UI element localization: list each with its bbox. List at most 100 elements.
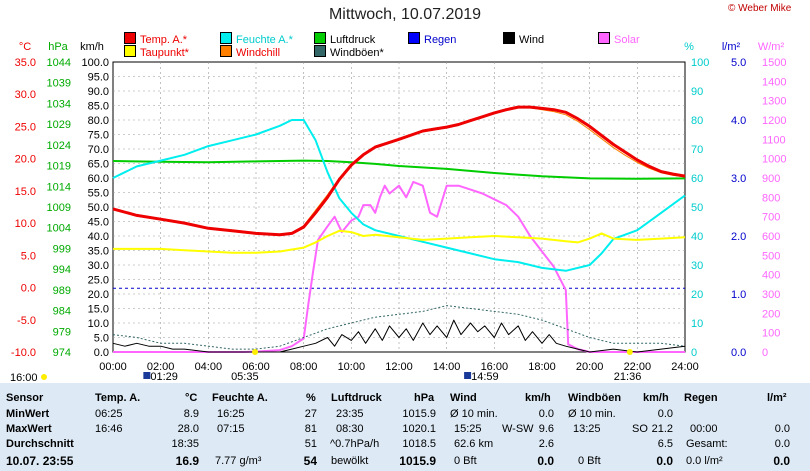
axis-tick-label-wind: 65.0 xyxy=(88,159,109,171)
stats-header-temp-unit: °C xyxy=(185,392,198,404)
stats-current-gust-bft: 0 Bft xyxy=(578,455,601,467)
stats-max-label: MaxWert xyxy=(6,423,52,435)
axis-tick-label-temp: -5.0 xyxy=(17,315,36,327)
legend-swatch-temp xyxy=(124,32,136,44)
stats-header-wind: Wind xyxy=(450,392,477,404)
x-tick-label: 04:00 xyxy=(195,361,223,373)
stats-current-rain-val: 0.0 xyxy=(773,454,790,468)
axis-tick-label-humidity: 30 xyxy=(691,260,703,272)
stats-current-hum-abs: 7.77 g/m³ xyxy=(215,455,262,467)
axis-tick-label-pressure: 1044 xyxy=(47,57,71,69)
axis-tick-label-humidity: 50 xyxy=(691,202,703,214)
axis-tick-label-humidity: 70 xyxy=(691,144,703,156)
axis-tick-label-wind: 95.0 xyxy=(88,72,109,84)
stats-max-wind-time: 15:25 xyxy=(454,423,482,435)
axis-tick-label-solar: 1500 xyxy=(762,57,786,69)
stats-min-wind-label: Ø 10 min. xyxy=(450,408,498,420)
axis-unit-solar: W/m² xyxy=(758,41,785,53)
axis-tick-label-pressure: 1019 xyxy=(47,161,71,173)
axis-tick-label-solar: 400 xyxy=(762,270,780,282)
series-line-windchill xyxy=(112,107,686,236)
sunset-icon xyxy=(626,349,633,355)
stats-max-rain-val: 0.0 xyxy=(774,423,790,435)
legend-item-windchill[interactable]: Windchill xyxy=(220,45,280,59)
legend-swatch-gusts xyxy=(314,45,326,57)
axis-tick-label-temp: 20.0 xyxy=(15,154,36,166)
temp-max-marker-icon xyxy=(464,372,472,379)
legend-item-rain[interactable]: Regen xyxy=(408,32,456,46)
legend-item-dewpoint[interactable]: Taupunkt* xyxy=(124,45,189,59)
x-tick-label: 22:00 xyxy=(624,361,652,373)
axis-tick-label-solar: 700 xyxy=(762,212,780,224)
axis-tick-label-wind: 45.0 xyxy=(88,217,109,229)
axis-tick-label-rain: 5.0 xyxy=(731,57,746,69)
stats-max-temp-time: 16:46 xyxy=(95,423,123,435)
legend-item-pressure[interactable]: Luftdruck xyxy=(314,32,375,46)
stats-min-press-time: 23:35 xyxy=(336,408,364,420)
axis-tick-label-humidity: 10 xyxy=(691,318,703,330)
axis-tick-label-rain: 2.0 xyxy=(731,231,746,243)
axis-tick-label-humidity: 60 xyxy=(691,173,703,185)
stats-max-gust-val: 21.2 xyxy=(651,423,673,435)
axis-tick-label-solar: 300 xyxy=(762,289,780,301)
axis-tick-label-wind: 20.0 xyxy=(88,289,109,301)
legend-swatch-humidity xyxy=(220,32,232,44)
stats-header-wind-unit: km/h xyxy=(525,392,551,404)
x-tick-label: 14:00 xyxy=(433,361,461,373)
stats-current-temp-val: 16.9 xyxy=(175,454,199,468)
axis-tick-label-solar: 900 xyxy=(762,173,780,185)
legend-label-wind: Wind xyxy=(519,34,545,46)
sunrise-label: 05:35 xyxy=(231,371,259,383)
stats-max-temp-val: 28.0 xyxy=(177,423,199,435)
axis-tick-label-temp: 30.0 xyxy=(15,89,36,101)
x-tick-label: 08:00 xyxy=(290,361,318,373)
x-tick-label: 18:00 xyxy=(528,361,556,373)
axis-tick-label-wind: 70.0 xyxy=(88,144,109,156)
axis-tick-label-pressure: 1024 xyxy=(47,140,71,152)
stats-header-gust-unit: km/h xyxy=(643,392,669,404)
axis-tick-label-rain: 4.0 xyxy=(731,115,746,127)
legend-item-temp[interactable]: Temp. A.* xyxy=(124,32,187,46)
stats-current-press-val: 1015.9 xyxy=(399,454,436,468)
axis-tick-label-humidity: 80 xyxy=(691,115,703,127)
legend-label-pressure: Luftdruck xyxy=(330,34,376,46)
legend-label-gusts: Windböen* xyxy=(330,47,384,59)
stats-avg-label: Durchschnitt xyxy=(6,438,74,450)
stats-current-wind-val: 0.0 xyxy=(537,454,554,468)
stats-avg-wind-dist: 62.6 km xyxy=(454,438,494,450)
stats-header-gust: Windböen xyxy=(568,392,622,404)
legend-item-solar[interactable]: Solar xyxy=(598,32,640,46)
x-tick-label: 24:00 xyxy=(671,361,699,373)
legend-label-temp: Temp. A.* xyxy=(140,34,188,46)
stats-min-temp-time: 06:25 xyxy=(95,408,123,420)
axis-tick-label-humidity: 0 xyxy=(691,347,697,359)
stats-header-hum: Feuchte A. xyxy=(212,392,268,404)
legend-swatch-pressure xyxy=(314,32,326,44)
temp-min-marker-icon xyxy=(143,372,151,379)
axis-tick-label-pressure: 1039 xyxy=(47,78,71,90)
axis-tick-label-solar: 100 xyxy=(762,328,780,340)
legend-label-humidity: Feuchte A.* xyxy=(236,34,293,46)
legend-swatch-solar xyxy=(598,32,610,44)
legend-label-rain: Regen xyxy=(424,34,457,46)
x-tick-label: 16:00 xyxy=(481,361,509,373)
page-title: Mittwoch, 10.07.2019 xyxy=(328,6,482,23)
axis-tick-label-pressure: 1029 xyxy=(47,119,71,131)
stats-current-hum-val: 54 xyxy=(303,454,317,468)
stats-max-hum-time: 07:15 xyxy=(217,423,245,435)
legend-item-humidity[interactable]: Feuchte A.* xyxy=(220,32,293,46)
stats-header-rain: Regen xyxy=(684,392,718,404)
legend-item-gusts[interactable]: Windböen* xyxy=(314,45,384,59)
x-tick-label: 06:00 xyxy=(242,361,270,373)
axis-tick-label-wind: 90.0 xyxy=(88,86,109,98)
axis-tick-label-wind: 15.0 xyxy=(88,304,109,316)
stats-header-temp: Temp. A. xyxy=(95,392,141,404)
legend-label-solar: Solar xyxy=(614,34,640,46)
axis-tick-label-wind: 85.0 xyxy=(88,101,109,113)
axis-tick-label-solar: 200 xyxy=(762,308,780,320)
x-tick-label: 10:00 xyxy=(338,361,366,373)
legend-item-wind[interactable]: Wind xyxy=(503,32,544,46)
axis-tick-label-wind: 10.0 xyxy=(88,318,109,330)
axis-tick-label-pressure: 1014 xyxy=(47,181,71,193)
legend-label-windchill: Windchill xyxy=(236,47,281,59)
